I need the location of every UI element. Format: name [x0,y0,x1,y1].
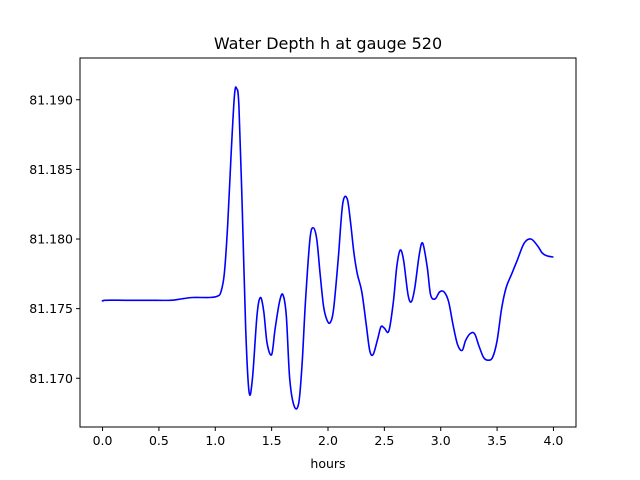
plot-frame [79,57,577,428]
x-tick-label: 4.0 [544,433,564,448]
x-tick-label: 1.5 [262,433,282,448]
x-tick-label: 3.0 [431,433,451,448]
x-tick-label: 0.0 [93,433,113,448]
series-line [101,86,554,410]
x-tick-label: 2.0 [318,433,338,448]
x-tick-label: 0.5 [149,433,169,448]
y-tick-label: 81.170 [29,371,73,386]
x-tick-label: 3.5 [487,433,507,448]
y-tick-label: 81.175 [29,301,73,316]
y-tick-label: 81.190 [29,92,73,107]
ticks-layer: 0.0 0.5 1.0 1.5 2.0 2.5 3.0 3.5 4.0 81.170 81.175 8… [29,92,563,448]
chart-title: Water Depth h at gauge 520 [214,34,442,53]
x-tick-label: 2.5 [374,433,394,448]
x-tick-label: 1.0 [205,433,225,448]
y-tick-label: 81.185 [29,162,73,177]
y-tick-label: 81.180 [29,232,73,247]
x-axis-label: hours [310,456,345,471]
